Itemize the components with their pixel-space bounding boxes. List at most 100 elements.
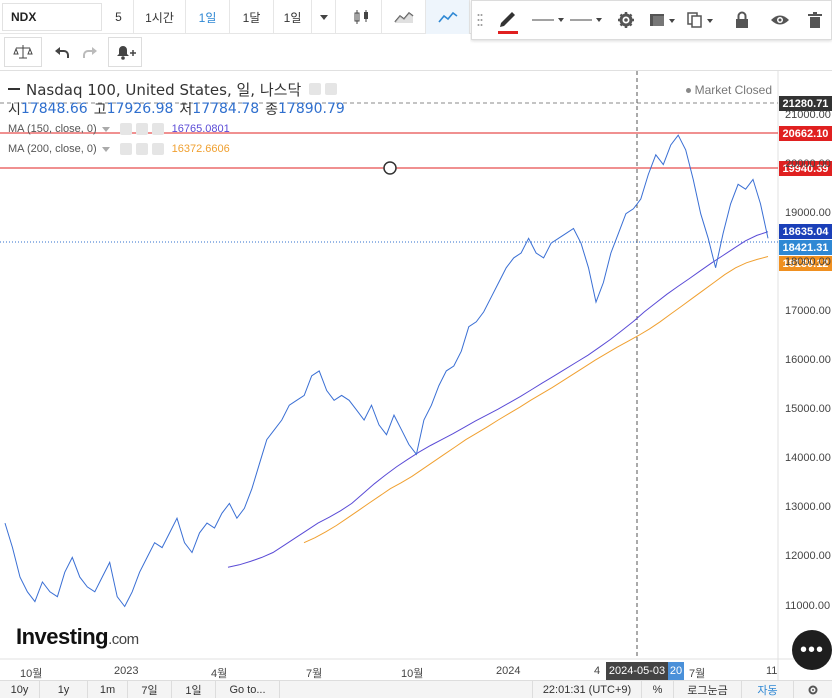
- eye-toggle-icon[interactable]: [119, 123, 132, 135]
- interval-5-button[interactable]: 5: [104, 0, 134, 34]
- ma150-label: MA (150, close, 0): [8, 123, 97, 135]
- alert-button[interactable]: [108, 37, 142, 67]
- open-label: 시: [8, 102, 21, 118]
- ma150-value: 16765.0801: [171, 123, 230, 135]
- area-chart-button[interactable]: [382, 0, 426, 34]
- price-tick: 14000.00: [785, 452, 831, 465]
- bottom-toolbar: 10y 1y 1m 7일 1일 Go to... 22:01:31 (UTC+9…: [0, 680, 832, 698]
- compare-button[interactable]: [4, 37, 42, 67]
- chevron-down-icon[interactable]: [101, 126, 110, 132]
- drawing-toolbar: [471, 0, 832, 40]
- range-10y-button[interactable]: 10y: [0, 681, 40, 698]
- settings-button[interactable]: [610, 1, 642, 39]
- secondary-toolbar: [0, 34, 470, 70]
- ma200-row: MA (200, close, 0) 16372.6606: [8, 139, 488, 159]
- open-value: 17848.66: [20, 101, 88, 117]
- time-tick: 2023: [114, 665, 139, 677]
- crosshair-extra-label: 20: [668, 662, 684, 680]
- logo-suffix: .com: [108, 631, 139, 648]
- price-label-top: 21280.71: [779, 96, 832, 111]
- gear-icon: [808, 685, 818, 695]
- settings-icon[interactable]: [135, 123, 148, 135]
- log-scale-button[interactable]: 로그눈금: [674, 681, 742, 698]
- time-tick: 11: [766, 665, 778, 677]
- interval-1mo-button[interactable]: 1달: [230, 0, 274, 34]
- range-7d-button[interactable]: 7일: [128, 681, 172, 698]
- time-tick: 7월: [689, 668, 706, 680]
- settings-icon[interactable]: [135, 143, 148, 155]
- instrument-title: Nasdaq 100, United States, 일, 나스닥: [26, 80, 302, 99]
- close-value: 17890.79: [278, 101, 345, 117]
- pencil-tool-button[interactable]: [488, 1, 528, 39]
- close-label: 종: [265, 102, 278, 118]
- range-1m-button[interactable]: 1m: [88, 681, 128, 698]
- time-tick: 4월: [211, 668, 228, 680]
- time-tick: 4: [594, 665, 601, 677]
- interval-dropdown-button[interactable]: [312, 0, 336, 34]
- auto-scale-button[interactable]: 자동: [742, 681, 794, 698]
- close-icon[interactable]: [151, 143, 164, 155]
- redo-icon: [83, 47, 97, 58]
- symbol-input[interactable]: NDX: [2, 3, 102, 31]
- fill-color-dropdown[interactable]: [644, 1, 680, 39]
- interval-dropdown-value[interactable]: 1일: [274, 0, 312, 34]
- price-tick: 21000.00: [785, 108, 831, 121]
- crosshair-date-label: 2024-05-03: [606, 662, 668, 680]
- price-tick: 13000.00: [785, 501, 831, 514]
- ma200-label: MA (200, close, 0): [8, 143, 97, 155]
- legend-title-row: Nasdaq 100, United States, 일, 나스닥: [8, 79, 488, 99]
- more-options-button[interactable]: •••: [792, 630, 832, 670]
- eye-icon: [771, 15, 789, 25]
- price-tick: 15000.00: [785, 403, 831, 416]
- high-value: 17926.98: [106, 101, 174, 117]
- clock-display: 22:01:31 (UTC+9): [532, 681, 642, 698]
- interval-1h-button[interactable]: 1시간: [134, 0, 186, 34]
- interval-1d-button[interactable]: 1일: [186, 0, 230, 34]
- goto-date-button[interactable]: Go to...: [216, 681, 280, 698]
- time-tick: 10월: [401, 668, 424, 680]
- series-line-1: [227, 231, 769, 568]
- lock-button[interactable]: [726, 1, 758, 39]
- eye-toggle-icon[interactable]: [309, 83, 322, 95]
- lock-icon: [736, 11, 748, 28]
- candlestick-chart-button[interactable]: [342, 0, 382, 34]
- range-1y-button[interactable]: 1y: [40, 681, 88, 698]
- line-width-dropdown[interactable]: [568, 1, 606, 39]
- settings-icon[interactable]: [325, 83, 338, 95]
- chevron-down-icon[interactable]: [101, 146, 110, 152]
- clone-icon: [687, 12, 713, 28]
- fill-icon: [650, 14, 675, 26]
- status-dot-icon: [685, 88, 691, 94]
- percent-scale-button[interactable]: %: [642, 681, 674, 698]
- undo-icon: [55, 47, 69, 58]
- chart-settings-button[interactable]: [794, 681, 832, 698]
- price-chart[interactable]: [0, 71, 832, 681]
- ma150-row: MA (150, close, 0) 16765.0801: [8, 119, 488, 139]
- ma200-value: 16372.6606: [171, 143, 230, 155]
- price-label-hline1: 20662.10: [779, 126, 832, 141]
- chevron-down-icon: [319, 14, 328, 20]
- visibility-button[interactable]: [764, 1, 796, 39]
- range-1d-button[interactable]: 1일: [172, 681, 216, 698]
- low-label: 저: [179, 102, 193, 118]
- price-tick: 16000.00: [785, 354, 831, 367]
- price-label-last: 18421.31: [779, 240, 832, 255]
- time-tick: 7월: [306, 668, 323, 680]
- chart-area[interactable]: Nasdaq 100, United States, 일, 나스닥 시 17848…: [0, 70, 832, 681]
- line-chart-button[interactable]: [426, 0, 470, 34]
- drag-handle-icon[interactable]: [474, 1, 486, 39]
- line-style-dropdown[interactable]: [530, 1, 568, 39]
- scale-icon: [13, 45, 33, 59]
- undo-button[interactable]: [48, 37, 76, 67]
- time-tick: 2024: [496, 665, 521, 677]
- delete-button[interactable]: [800, 1, 830, 39]
- price-tick: 11000.00: [785, 599, 831, 612]
- close-icon[interactable]: [151, 123, 164, 135]
- line-handle[interactable]: [383, 161, 397, 175]
- clone-dropdown[interactable]: [682, 1, 718, 39]
- eye-toggle-icon[interactable]: [119, 143, 132, 155]
- minus-icon[interactable]: [8, 88, 20, 90]
- line-style-icon: [532, 18, 564, 22]
- line-width-icon: [570, 18, 602, 22]
- redo-button[interactable]: [76, 37, 104, 67]
